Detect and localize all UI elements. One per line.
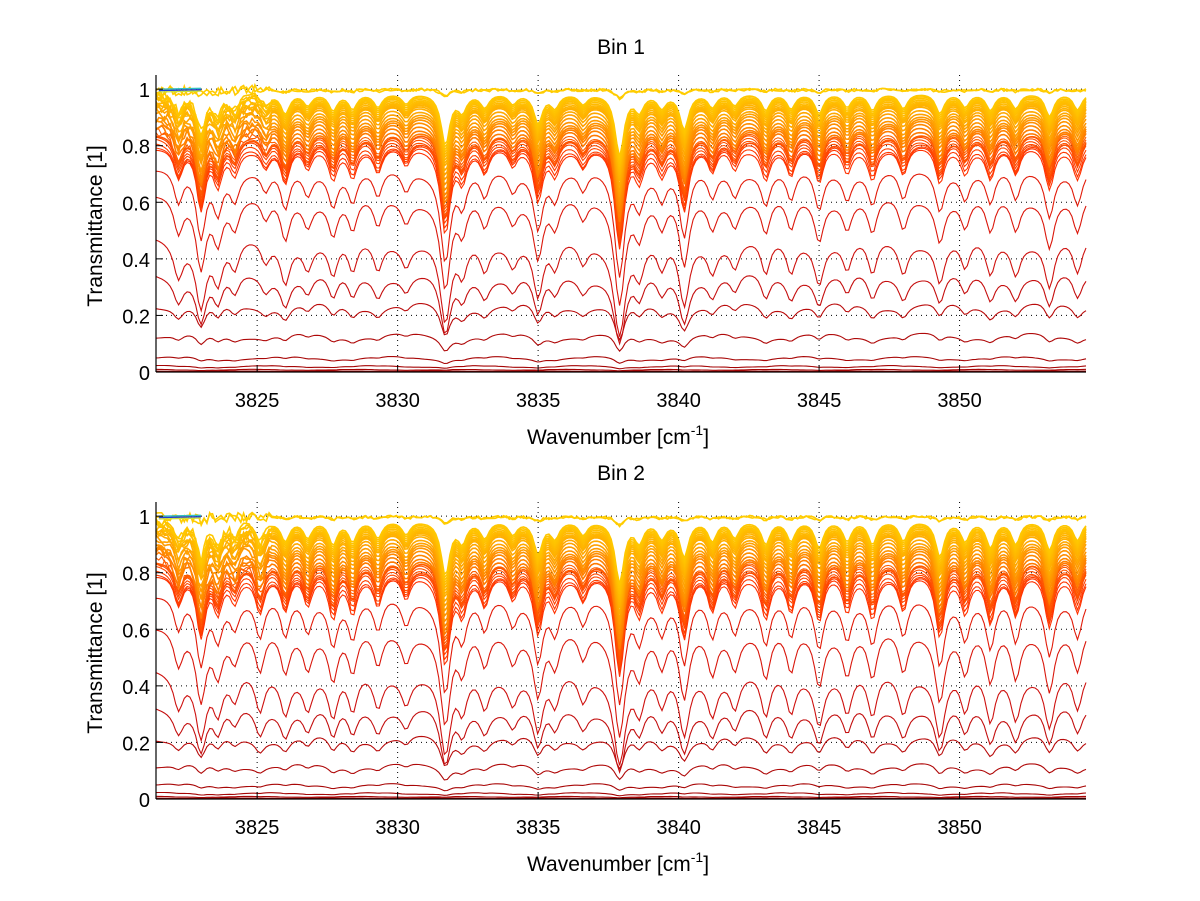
series-line [155,672,1087,766]
series-line [155,629,1087,738]
series-line [155,196,1087,306]
series-line [155,791,1087,797]
series-line [155,597,1087,706]
y-tick-label: 0.6 [122,620,150,642]
x-tick-label: 3830 [375,817,420,839]
y-tick-label: 0 [139,363,150,385]
series-line [155,510,1087,528]
series-line [155,239,1087,337]
x-axis-label: Wavenumber [cm-1] [527,422,709,449]
y-ticks: 0 0.2 0.4 0.6 0.8 1 [122,507,163,812]
series-line [155,120,1087,212]
chart-title: Bin 2 [597,462,645,485]
series-line [158,516,201,519]
series-line [155,576,1087,677]
series-line [155,82,1087,101]
y-tick-label: 0.2 [122,306,150,328]
series-line [155,89,1087,158]
x-tick-label: 3825 [235,817,280,839]
series-line [155,111,1087,198]
y-axis-label: Transmittance [1] [84,572,107,733]
x-tick-label: 3835 [516,390,561,412]
y-tick-label: 0.8 [122,137,150,159]
series-line [158,517,201,520]
series-line [155,532,1087,615]
y-tick-label: 0.8 [122,564,150,586]
y-tick-label: 1 [139,80,150,102]
panel-bin-1: Bin 1 3825 3830 3835 3840 3845 3850 0 0.2 0.4 0.… [84,36,1087,449]
series-line [155,708,1087,775]
x-tick-label: 3840 [656,390,701,412]
y-tick-label: 0.2 [122,733,150,755]
series-line [155,795,1086,799]
panel-bin-2: Bin 2 3825 3830 3835 3840 3845 3850 0 0.2 0.4 0.… [84,462,1087,876]
x-ticks: 3825 3830 3835 3840 3845 3850 [235,792,982,839]
series-line [155,332,1087,352]
series-line [155,783,1087,792]
chart-title: Bin 1 [597,36,645,59]
series-line [155,368,1087,372]
x-axis-label: Wavenumber [cm-1] [527,849,709,876]
series-group [155,510,1087,800]
series-line [155,149,1087,250]
x-tick-label: 3850 [937,390,982,412]
x-tick-label: 3845 [797,390,842,412]
y-tick-label: 1 [139,507,150,529]
series-line [158,87,201,90]
y-tick-label: 0.4 [122,677,150,699]
series-line [155,763,1087,781]
series-line [155,545,1087,640]
x-tick-label: 3825 [235,390,280,412]
series-line [155,539,1087,625]
series-line [155,124,1087,218]
series-line [158,89,201,92]
x-tick-label: 3840 [656,817,701,839]
x-ticks: 3825 3830 3835 3840 3845 3850 [235,365,982,412]
series-line [158,514,201,517]
x-tick-label: 3850 [937,817,982,839]
series-line [155,355,1087,365]
y-axis-label: Transmittance [1] [84,145,107,306]
series-line [155,103,1087,187]
x-tick-label: 3845 [797,817,842,839]
x-tick-label: 3835 [516,817,561,839]
y-tick-label: 0 [139,790,150,812]
series-line [158,90,201,93]
y-tick-label: 0.6 [122,193,150,215]
series-line [155,534,1087,620]
series-line [155,107,1087,193]
series-line [155,275,1087,346]
x-tick-label: 3830 [375,390,420,412]
series-group [155,82,1087,373]
series-line [155,735,1087,771]
y-ticks: 0 0.2 0.4 0.6 0.8 1 [122,80,163,385]
series-line [155,547,1087,645]
y-tick-label: 0.4 [122,250,150,272]
series-line [155,364,1087,370]
series-line [155,518,1087,585]
series-line [155,170,1087,278]
series-line [155,303,1087,342]
